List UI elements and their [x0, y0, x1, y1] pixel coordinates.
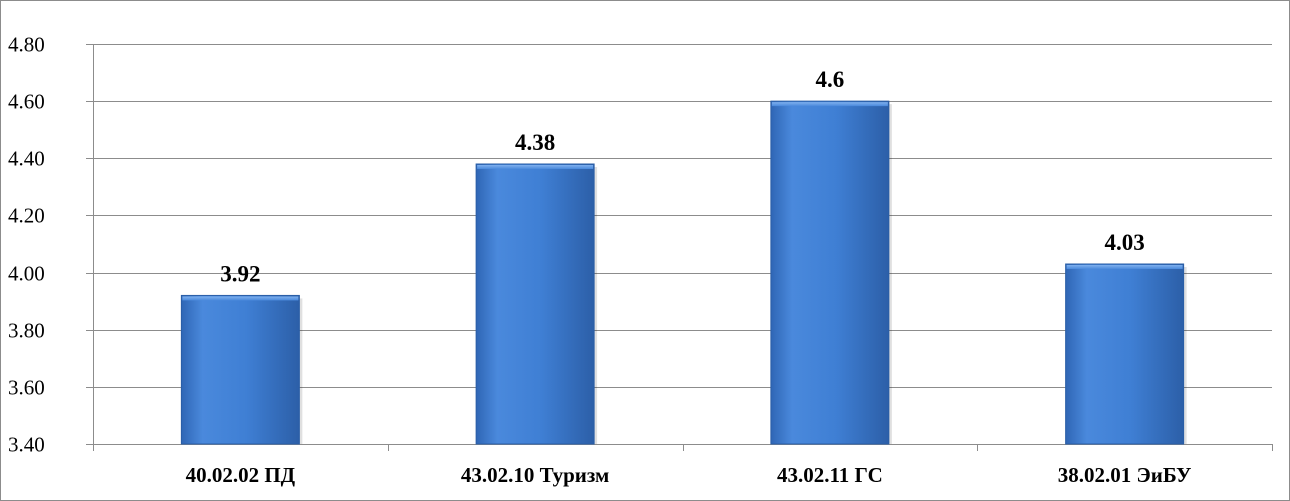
bar [1065, 263, 1185, 445]
y-tick-label: 4.20 [8, 204, 45, 228]
bar-highlight [477, 165, 594, 169]
x-category-label: 40.02.02 ПД [186, 463, 296, 487]
x-category-label: 38.02.01 ЭиБУ [1058, 463, 1192, 487]
bar-highlight [771, 102, 888, 107]
bar-highlight [1066, 265, 1183, 269]
y-tick-label: 4.00 [8, 262, 45, 286]
y-tick-label: 3.40 [8, 433, 45, 457]
x-category-label: 43.02.10 Туризм [461, 463, 609, 487]
labels: 3.40 3.60 3.80 4.00 4.20 4.40 4.60 4.80 3.92 40.0… [8, 33, 1191, 488]
y-tick-label: 4.40 [8, 147, 45, 171]
y-tick-label: 4.80 [8, 33, 45, 57]
y-tick-label: 3.60 [8, 376, 45, 400]
data-label: 4.6 [816, 67, 845, 92]
bar [180, 294, 300, 445]
bars [180, 100, 1187, 445]
bar [770, 100, 890, 445]
data-label: 3.92 [220, 261, 260, 286]
y-tick-label: 3.80 [8, 319, 45, 343]
data-label: 4.03 [1105, 230, 1145, 255]
bar [475, 163, 595, 445]
bar-highlight [182, 296, 299, 301]
x-category-label: 43.02.11 ГС [777, 463, 883, 487]
y-tick-label: 4.60 [8, 90, 45, 114]
data-label: 4.38 [515, 130, 555, 155]
